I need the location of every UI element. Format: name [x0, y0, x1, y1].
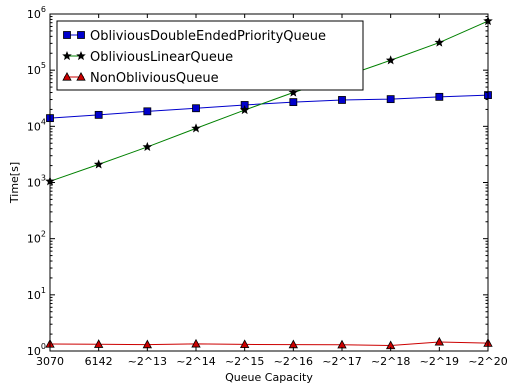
y-tick-label: 103 — [27, 174, 46, 190]
marker-star — [142, 141, 153, 151]
legend-label: NonObliviousQueue — [90, 71, 219, 86]
marker-star — [239, 105, 250, 115]
legend-entry: NonObliviousQueue — [62, 71, 219, 86]
y-tick-label: 102 — [27, 230, 46, 246]
marker-star — [385, 55, 396, 65]
x-tick-label: ~2^13 — [128, 355, 167, 368]
legend-box — [56, 20, 364, 91]
marker-triangle — [62, 71, 72, 81]
series-layer — [45, 15, 493, 350]
x-tick-label: 6142 — [85, 355, 113, 368]
y-axis-label: Time[s] — [8, 162, 21, 204]
x-tick-label: ~2^15 — [225, 355, 264, 368]
marker-square — [192, 104, 200, 113]
x-tick-label: ~2^19 — [420, 355, 459, 368]
marker-square — [289, 98, 298, 107]
legend-label: ObliviousLinearQueue — [90, 50, 233, 65]
y-tick-label: 104 — [27, 117, 46, 133]
marker-square — [338, 96, 346, 104]
x-tick-label: ~2^14 — [176, 355, 215, 368]
marker-star — [76, 50, 86, 61]
marker-square — [386, 95, 395, 104]
marker-square — [435, 92, 444, 101]
marker-star — [93, 159, 104, 169]
marker-triangle — [434, 336, 445, 346]
marker-triangle — [76, 71, 86, 81]
marker-star — [434, 37, 445, 47]
legend-entry: ObliviousLinearQueue — [62, 50, 233, 65]
x-tick-label: ~2^16 — [274, 355, 313, 368]
x-tick-label: ~2^17 — [322, 355, 361, 368]
legend-label: ObliviousDoubleEndedPriorityQueue — [90, 29, 326, 44]
y-tick-label: 106 — [27, 5, 46, 21]
legend: ObliviousDoubleEndedPriorityQueue Oblivio… — [56, 20, 364, 91]
series-line — [49, 341, 489, 347]
y-tick-label: 101 — [27, 286, 46, 302]
series — [45, 336, 493, 350]
x-axis-label: Queue Capacity — [225, 371, 313, 384]
marker-square — [143, 107, 152, 116]
legend-entry: ObliviousDoubleEndedPriorityQueue — [63, 29, 326, 44]
y-tick-label: 105 — [27, 61, 46, 77]
marker-square — [63, 31, 71, 39]
ticks-layer: 3070 6142 ~2^13 ~2^14 ~2^15 ~2^16 ~2^17 ~2^18 ~2… — [27, 5, 508, 368]
marker-star — [288, 87, 299, 97]
marker-square — [77, 31, 85, 39]
x-tick-label: ~2^18 — [371, 355, 410, 368]
series-line — [49, 20, 489, 182]
x-tick-label: ~2^20 — [468, 355, 507, 368]
series-line — [49, 94, 489, 119]
marker-star — [191, 123, 201, 133]
y-tick-label: 100 — [27, 342, 46, 358]
marker-star — [62, 50, 72, 61]
marker-square — [94, 110, 103, 119]
x-tick-label: 3070 — [36, 355, 64, 368]
